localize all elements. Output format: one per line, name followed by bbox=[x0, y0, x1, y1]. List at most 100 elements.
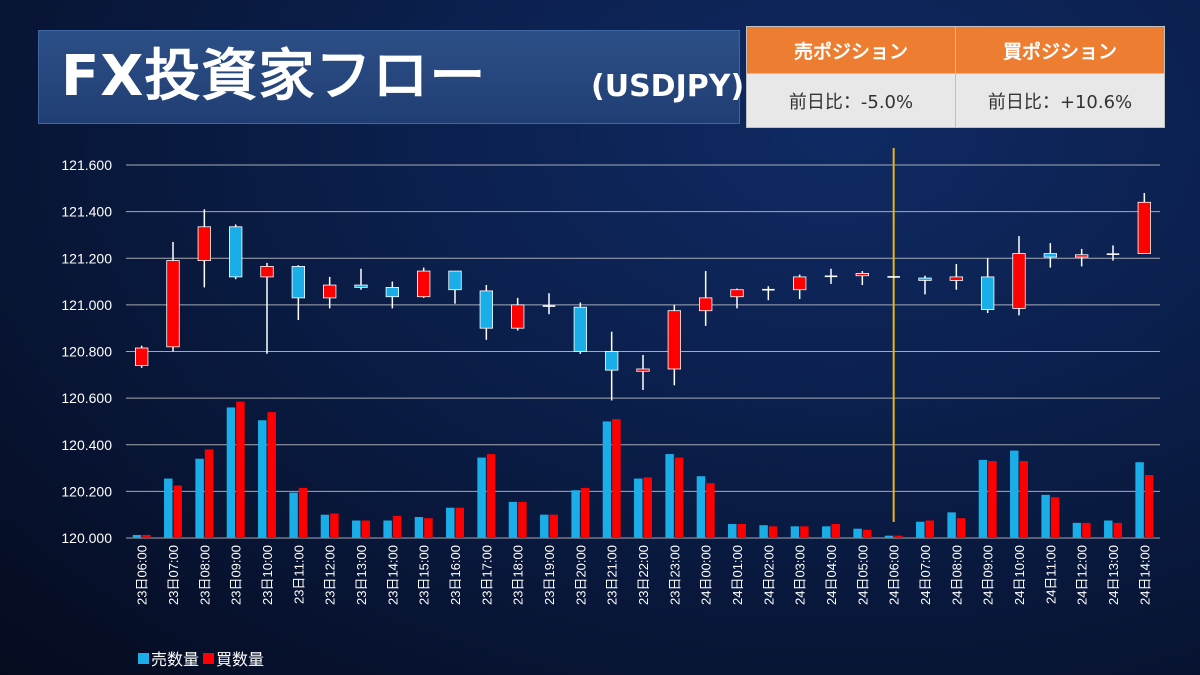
candle-up bbox=[1075, 254, 1089, 258]
x-tick-label: 24日04:00 bbox=[824, 545, 839, 605]
x-tick-label: 23日21:00 bbox=[605, 545, 620, 605]
x-tick-label: 23日07:00 bbox=[166, 545, 181, 605]
buy-volume-bar bbox=[956, 518, 966, 538]
sell-volume-bar bbox=[696, 476, 706, 538]
buy-volume-bar bbox=[549, 514, 558, 538]
sell-volume-bar bbox=[226, 407, 236, 538]
legend-label-buy: 買数量 bbox=[216, 650, 265, 669]
x-tick-label: 23日16:00 bbox=[448, 545, 463, 605]
buy-volume-bar bbox=[674, 457, 684, 538]
sell-volume-bar bbox=[414, 517, 424, 538]
sell-volume-bar bbox=[132, 534, 142, 538]
title-banner: FX投資家フロー (USDJPY) bbox=[38, 30, 744, 124]
buy-volume-bar bbox=[424, 518, 433, 538]
sell-volume-bar bbox=[916, 521, 925, 538]
x-tick-label: 24日08:00 bbox=[949, 545, 964, 605]
candle-up bbox=[197, 226, 211, 261]
sell-volume-bar bbox=[1041, 494, 1050, 538]
buy-volume-bar bbox=[643, 477, 652, 538]
buy-volume-bar bbox=[173, 485, 182, 538]
buy-volume-bar bbox=[706, 483, 715, 538]
sell-volume-bar bbox=[978, 459, 988, 538]
sell-volume-bar bbox=[446, 507, 455, 538]
candle-up bbox=[949, 276, 963, 281]
candle-down bbox=[291, 266, 306, 299]
candle-down bbox=[573, 306, 587, 352]
sell-volume-bar bbox=[477, 457, 486, 538]
sell-volume-bar bbox=[728, 524, 737, 538]
x-tick-label: 24日01:00 bbox=[730, 545, 745, 605]
buy-volume-bar bbox=[330, 513, 339, 538]
legend-swatch-sell bbox=[138, 652, 149, 664]
sell-volume-bar bbox=[1010, 450, 1019, 538]
x-tick-label: 23日17:00 bbox=[479, 545, 494, 605]
sell-volume-bar bbox=[665, 454, 674, 538]
y-tick-label: 121.000 bbox=[61, 297, 112, 313]
candle-up bbox=[260, 266, 274, 278]
sell-volume-bar bbox=[320, 514, 330, 538]
x-tick-label: 23日18:00 bbox=[511, 545, 526, 605]
legend-swatch-buy bbox=[203, 652, 215, 664]
x-tick-label: 24日11:00 bbox=[1043, 545, 1058, 604]
candle-down bbox=[479, 290, 494, 329]
sell-volume-bar bbox=[822, 526, 831, 538]
buy-position-change: 前日比：+10.6% bbox=[955, 73, 1165, 128]
sell-volume-bar bbox=[195, 458, 204, 538]
buy-volume-bar bbox=[236, 401, 245, 538]
candle-up bbox=[416, 270, 431, 298]
candle-down bbox=[605, 351, 619, 371]
sell-volume-bar bbox=[1135, 462, 1144, 538]
x-tick-label: 23日14:00 bbox=[385, 545, 400, 605]
x-tick-label: 24日05:00 bbox=[855, 545, 870, 605]
candle-up bbox=[166, 260, 180, 348]
x-tick-label: 23日09:00 bbox=[229, 545, 244, 605]
x-tick-label: 23日10:00 bbox=[260, 545, 275, 605]
sell-volume-bar bbox=[164, 478, 173, 538]
candle-down bbox=[448, 270, 462, 291]
candle-down bbox=[228, 226, 243, 278]
buy-volume-bar bbox=[862, 529, 872, 538]
x-tick-label: 23日23:00 bbox=[667, 545, 682, 605]
sell-volume-bar bbox=[352, 520, 361, 538]
buy-volume-bar bbox=[768, 526, 778, 538]
candle-down bbox=[1043, 253, 1057, 258]
sell-volume-bar bbox=[289, 492, 298, 538]
legend-item-buy: 買数量 bbox=[203, 646, 264, 670]
buy-volume-bar bbox=[361, 520, 370, 538]
candle-up bbox=[855, 273, 869, 277]
legend-label-sell: 売数量 bbox=[151, 650, 200, 669]
buy-volume-bar bbox=[800, 526, 809, 538]
x-tick-label: 24日14:00 bbox=[1137, 545, 1152, 605]
sell-volume-bar bbox=[884, 535, 894, 538]
x-tick-label: 23日15:00 bbox=[417, 545, 432, 605]
sell-volume-bar bbox=[1072, 522, 1082, 538]
legend-item-sell: 売数量 bbox=[138, 646, 199, 670]
sell-volume-bar bbox=[540, 514, 549, 538]
y-tick-label: 121.600 bbox=[61, 157, 112, 173]
x-tick-label: 23日12:00 bbox=[323, 545, 338, 605]
buy-volume-bar bbox=[486, 454, 496, 538]
candle-up bbox=[667, 310, 681, 370]
candle-up bbox=[699, 297, 713, 312]
y-tick-label: 120.800 bbox=[61, 344, 112, 360]
y-tick-label: 121.200 bbox=[61, 250, 112, 266]
candle-up bbox=[510, 304, 525, 329]
sell-volume-bar bbox=[1104, 520, 1113, 538]
candle-up bbox=[1137, 201, 1151, 254]
candle-up bbox=[730, 289, 744, 298]
buy-volume-bar bbox=[455, 507, 464, 538]
y-tick-label: 121.400 bbox=[61, 204, 112, 220]
page-title: FX投資家フロー bbox=[61, 44, 487, 109]
y-tick-label: 120.000 bbox=[61, 530, 112, 546]
x-tick-label: 23日20:00 bbox=[573, 545, 588, 605]
candle-up bbox=[134, 347, 149, 366]
chart-legend: 売数量 買数量 bbox=[138, 646, 268, 670]
candle-up bbox=[1012, 253, 1026, 309]
buy-volume-bar bbox=[580, 487, 590, 538]
x-tick-label: 23日22:00 bbox=[636, 545, 651, 605]
buy-volume-bar bbox=[142, 534, 151, 538]
currency-pair: (USDJPY) bbox=[591, 69, 745, 104]
candle-up bbox=[636, 368, 650, 372]
x-tick-label: 24日13:00 bbox=[1106, 545, 1121, 605]
